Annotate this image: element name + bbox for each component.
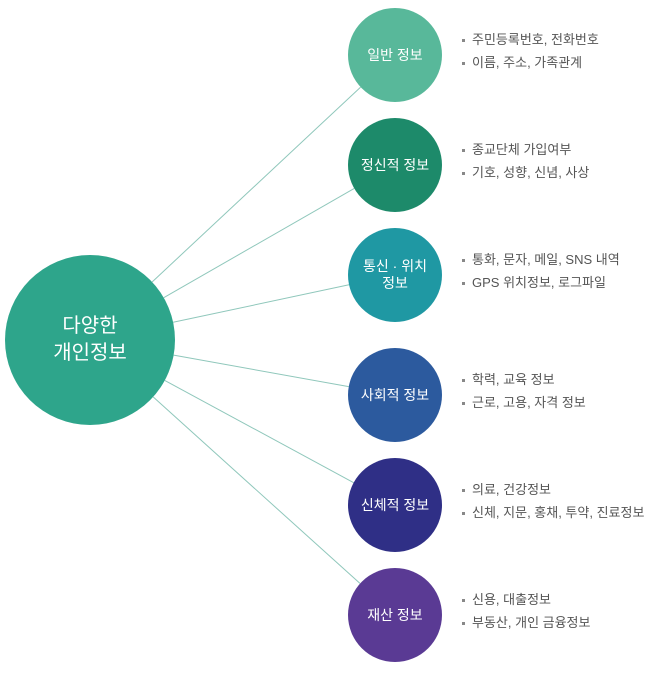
bullet-item: GPS 위치정보, 로그파일 bbox=[462, 275, 620, 292]
category-label: 신체적 정보 bbox=[361, 495, 429, 515]
bullet-item: 주민등록번호, 전화번호 bbox=[462, 32, 599, 49]
bullet-item: 학력, 교육 정보 bbox=[462, 372, 586, 389]
category-label: 통신 · 위치 bbox=[363, 258, 427, 274]
category-bullets: 종교단체 가입여부기호, 성향, 신념, 사상 bbox=[462, 142, 589, 188]
category-label: 정신적 정보 bbox=[361, 155, 429, 175]
bullet-item: 부동산, 개인 금융정보 bbox=[462, 615, 590, 632]
category-node: 사회적 정보 bbox=[348, 348, 442, 442]
category-node: 일반 정보 bbox=[348, 8, 442, 102]
category-label: 사회적 정보 bbox=[361, 385, 429, 405]
category-bullets: 학력, 교육 정보근로, 고용, 자격 정보 bbox=[462, 372, 586, 418]
category-node: 신체적 정보 bbox=[348, 458, 442, 552]
bullet-item: 이름, 주소, 가족관계 bbox=[462, 55, 599, 72]
bullet-item: 근로, 고용, 자격 정보 bbox=[462, 395, 586, 412]
hub-label-line2: 개인정보 bbox=[53, 342, 127, 364]
bullet-item: 기호, 성향, 신념, 사상 bbox=[462, 165, 589, 182]
category-label: 일반 정보 bbox=[367, 45, 422, 65]
bullet-item: 의료, 건강정보 bbox=[462, 482, 644, 499]
bullet-item: 신체, 지문, 홍채, 투약, 진료정보 bbox=[462, 505, 644, 522]
bullet-item: 종교단체 가입여부 bbox=[462, 142, 589, 159]
category-node: 정신적 정보 bbox=[348, 118, 442, 212]
category-label: 정보 bbox=[382, 275, 408, 291]
bullet-item: 신용, 대출정보 bbox=[462, 592, 590, 609]
hub-node: 다양한 개인정보 bbox=[5, 255, 175, 425]
category-bullets: 신용, 대출정보부동산, 개인 금융정보 bbox=[462, 592, 590, 638]
category-bullets: 의료, 건강정보신체, 지문, 홍채, 투약, 진료정보 bbox=[462, 482, 644, 528]
category-label: 재산 정보 bbox=[367, 605, 422, 625]
category-bullets: 통화, 문자, 메일, SNS 내역 GPS 위치정보, 로그파일 bbox=[462, 252, 620, 298]
category-node: 재산 정보 bbox=[348, 568, 442, 662]
category-bullets: 주민등록번호, 전화번호이름, 주소, 가족관계 bbox=[462, 32, 599, 78]
category-node: 통신 · 위치정보 bbox=[348, 228, 442, 322]
hub-label-line1: 다양한 bbox=[62, 315, 117, 337]
bullet-item: 통화, 문자, 메일, SNS 내역 bbox=[462, 252, 620, 269]
